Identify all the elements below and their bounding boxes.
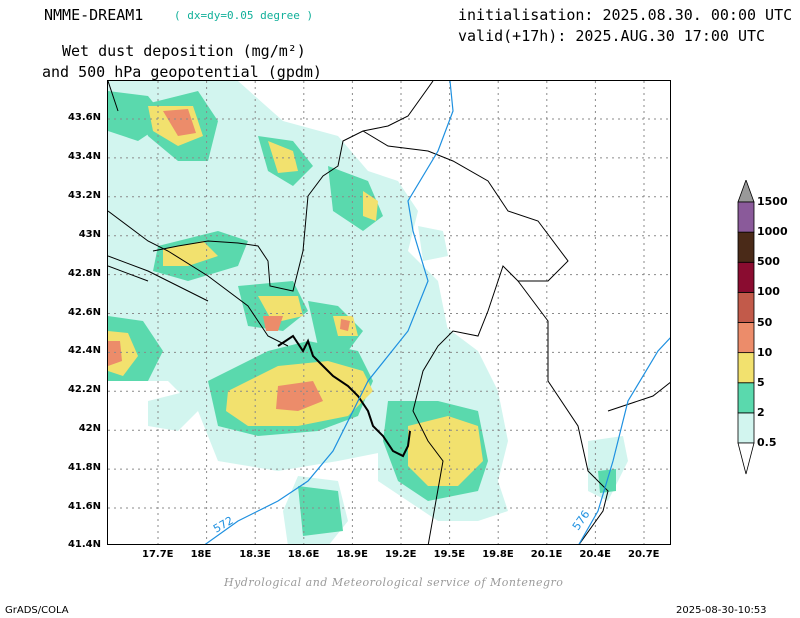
latitude-label: 42.2N bbox=[67, 384, 101, 396]
colorbar-swatch bbox=[737, 352, 755, 384]
footer-right: 2025-08-30-10:53 bbox=[676, 605, 767, 616]
latitude-label: 43.2N bbox=[67, 189, 101, 201]
longitude-label: 19.5E bbox=[433, 549, 466, 560]
latitude-label: 42N bbox=[78, 423, 101, 435]
colorbar-label: 500 bbox=[757, 255, 780, 269]
colorbar-swatch bbox=[737, 382, 755, 414]
contour-label-576: 576 bbox=[570, 508, 593, 533]
latitude-label: 41.4N bbox=[67, 539, 101, 550]
product-title-line2: and 500 hPa geopotential (gpdm) bbox=[42, 63, 322, 81]
longitude-label: 20.1E bbox=[530, 549, 563, 560]
contour-label-572: 572 bbox=[211, 514, 236, 536]
longitude-label: 18E bbox=[190, 549, 212, 560]
footer-left: GrADS/COLA bbox=[5, 605, 69, 616]
contour-line-576 bbox=[578, 337, 670, 544]
latitude-label: 43.4N bbox=[67, 150, 101, 162]
colorbar-svg bbox=[737, 178, 755, 475]
longitude-label: 17.7E bbox=[142, 549, 174, 560]
colorbar-swatch bbox=[737, 231, 755, 263]
grid-lines bbox=[108, 81, 670, 544]
latitude-label: 43.6N bbox=[67, 112, 101, 123]
colorbar-label: 50 bbox=[757, 315, 773, 329]
colorbar-swatch bbox=[737, 291, 755, 323]
longitude-label: 19.8E bbox=[482, 549, 514, 560]
country-borders bbox=[108, 81, 670, 544]
longitude-label: 18.6E bbox=[287, 549, 320, 560]
colorbar-label: 100 bbox=[757, 285, 780, 299]
valid-time: valid(+17h): 2025.AUG.30 17:00 UTC bbox=[458, 27, 766, 45]
model-name: NMME-DREAM1 bbox=[44, 6, 144, 24]
resolution-note: ( dx=dy=0.05 degree ) bbox=[174, 9, 314, 22]
colorbar-swatch bbox=[737, 201, 755, 233]
longitude-label: 19.2E bbox=[385, 549, 417, 560]
longitude-label: 18.9E bbox=[336, 549, 368, 560]
colorbar-label: 1500 bbox=[757, 195, 788, 208]
init-time: initialisation: 2025.08.30. 00:00 UTC bbox=[458, 6, 793, 24]
geopotential-contours bbox=[204, 81, 670, 544]
colorbar-label: 0.5 bbox=[757, 436, 777, 449]
colorbar-top-arrow bbox=[737, 178, 755, 203]
colorbar-label: 5 bbox=[757, 375, 765, 389]
contour-line-572 bbox=[204, 81, 454, 544]
latitude-label: 43N bbox=[78, 228, 101, 240]
longitude-label: 20.4E bbox=[579, 549, 611, 560]
colorbar-swatch bbox=[737, 412, 755, 444]
latitude-label: 42.8N bbox=[67, 267, 101, 279]
credit-line: Hydrological and Meteorological service … bbox=[224, 576, 564, 589]
product-title-line1: Wet dust deposition (mg/m²) bbox=[62, 42, 306, 60]
latitude-label: 41.8N bbox=[67, 462, 101, 474]
map-canvas: 572 576 bbox=[108, 81, 670, 544]
colorbar-label: 2 bbox=[757, 405, 765, 419]
colorbar-bottom-arrow bbox=[737, 442, 755, 475]
colorbar bbox=[737, 178, 755, 475]
colorbar-swatch bbox=[737, 322, 755, 354]
colorbar-label: 10 bbox=[757, 345, 773, 359]
longitude-label: 20.7E bbox=[628, 549, 660, 560]
field-orange bbox=[108, 109, 350, 411]
latitude-label: 41.6N bbox=[67, 501, 101, 512]
colorbar-label: 1000 bbox=[757, 225, 788, 239]
latitude-label: 42.6N bbox=[67, 306, 101, 318]
longitude-label: 18.3E bbox=[239, 549, 271, 560]
coastline bbox=[277, 334, 411, 458]
map-area: 572 576 bbox=[107, 80, 671, 545]
latitude-label: 42.4N bbox=[67, 345, 101, 357]
colorbar-swatch bbox=[737, 261, 755, 293]
